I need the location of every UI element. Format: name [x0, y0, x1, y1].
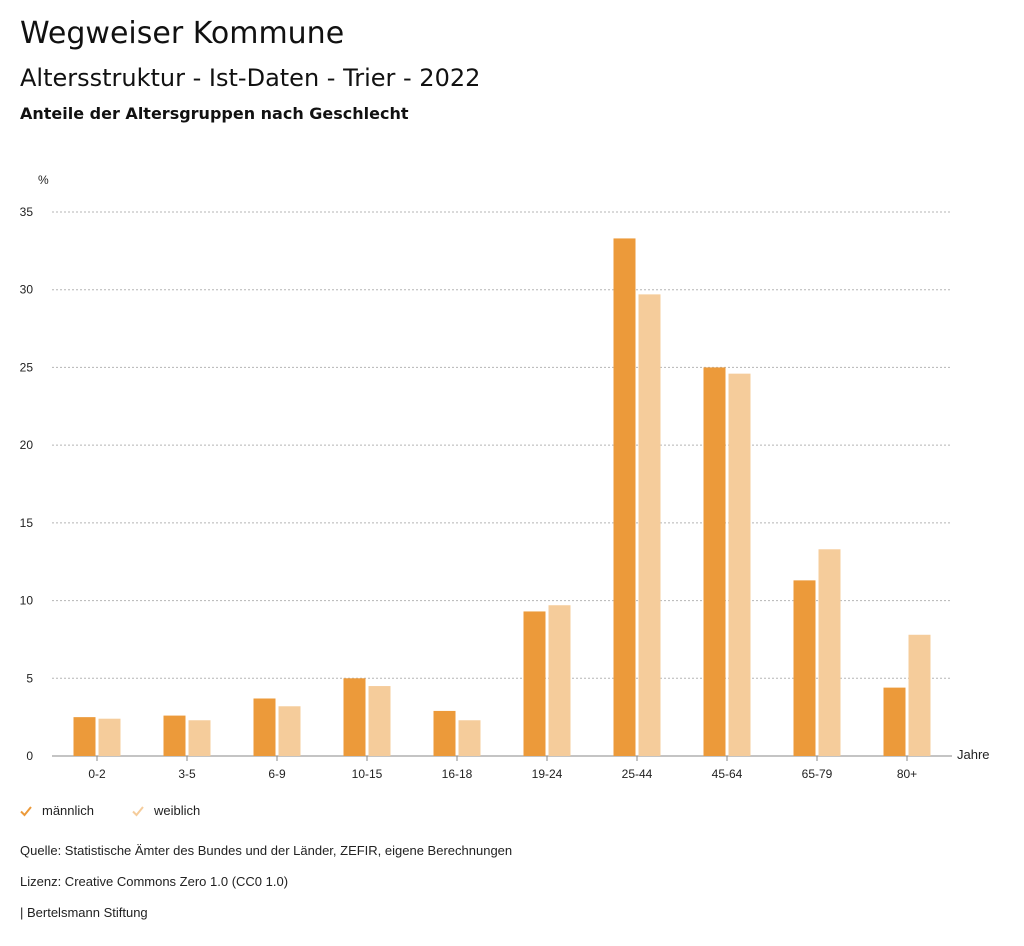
- chart-subtitle: Altersstruktur - Ist-Daten - Trier - 202…: [20, 64, 481, 92]
- y-tick-label: 0: [26, 749, 33, 763]
- x-axis: 0-2 3-5 6-9 10-15 16-18 19-24 25-44 45-64 65-79 8…: [88, 756, 917, 781]
- bar-3-5-weiblich[interactable]: [188, 720, 211, 756]
- bar-25-44-männlich[interactable]: [613, 238, 636, 756]
- bar-10-15-männlich[interactable]: [343, 678, 366, 756]
- y-axis: 0 5 10 15 20 25 30 35: [20, 205, 34, 763]
- x-tick-label: 25-44: [622, 767, 653, 781]
- bar-chart: 0 5 10 15 20 25 30 35 0-2 3-5 6-9 10-15 16-18 19-24 2…: [20, 173, 990, 781]
- legend-label: weiblich: [154, 803, 201, 818]
- chart-description: Anteile der Altersgruppen nach Geschlech…: [20, 104, 409, 123]
- bar-19-24-männlich[interactable]: [523, 611, 546, 756]
- legend-item-weiblich[interactable]: weiblich: [132, 803, 200, 818]
- bar-6-9-weiblich[interactable]: [278, 706, 301, 756]
- bar-25-44-weiblich[interactable]: [638, 294, 661, 756]
- y-axis-label: %: [38, 173, 49, 187]
- x-tick-label: 65-79: [802, 767, 833, 781]
- x-tick-label: 10-15: [352, 767, 383, 781]
- x-tick-label: 80+: [897, 767, 917, 781]
- legend-label: männlich: [42, 803, 95, 818]
- y-tick-label: 5: [26, 671, 33, 685]
- bar-10-15-weiblich[interactable]: [368, 686, 391, 756]
- bar-0-2-weiblich[interactable]: [98, 718, 121, 756]
- chart-grid: [52, 211, 952, 757]
- chart-legend: männlich weiblich: [20, 803, 200, 818]
- check-icon: [20, 805, 32, 816]
- y-tick-label: 10: [20, 594, 34, 608]
- publisher-note: | Bertelsmann Stiftung: [20, 905, 148, 920]
- page-title: Wegweiser Kommune: [20, 16, 345, 51]
- bar-45-64-männlich[interactable]: [703, 367, 726, 756]
- bar-65-79-weiblich[interactable]: [818, 549, 841, 756]
- bar-19-24-weiblich[interactable]: [548, 605, 571, 756]
- check-icon: [132, 805, 144, 816]
- y-tick-label: 15: [20, 516, 34, 530]
- bar-6-9-männlich[interactable]: [253, 698, 276, 756]
- bar-45-64-weiblich[interactable]: [728, 373, 751, 756]
- bar-80+-männlich[interactable]: [883, 687, 906, 756]
- bar-16-18-weiblich[interactable]: [458, 720, 481, 756]
- bar-80+-weiblich[interactable]: [908, 634, 931, 756]
- y-tick-label: 25: [20, 360, 34, 374]
- chart-bars: [73, 238, 931, 756]
- x-tick-label: 45-64: [712, 767, 743, 781]
- x-axis-label: Jahre: [957, 747, 990, 762]
- x-tick-label: 3-5: [178, 767, 196, 781]
- bar-0-2-männlich[interactable]: [73, 717, 96, 756]
- y-tick-label: 20: [20, 438, 34, 452]
- x-tick-label: 0-2: [88, 767, 106, 781]
- x-tick-label: 6-9: [268, 767, 286, 781]
- bar-65-79-männlich[interactable]: [793, 580, 816, 756]
- y-tick-label: 30: [20, 283, 34, 297]
- source-note: Quelle: Statistische Ämter des Bundes un…: [20, 843, 513, 858]
- x-tick-label: 19-24: [532, 767, 563, 781]
- bar-3-5-männlich[interactable]: [163, 715, 186, 756]
- legend-item-maennlich[interactable]: männlich: [20, 803, 94, 818]
- y-tick-label: 35: [20, 205, 34, 219]
- bar-16-18-männlich[interactable]: [433, 710, 456, 756]
- x-tick-label: 16-18: [442, 767, 473, 781]
- license-note: Lizenz: Creative Commons Zero 1.0 (CC0 1…: [20, 874, 289, 889]
